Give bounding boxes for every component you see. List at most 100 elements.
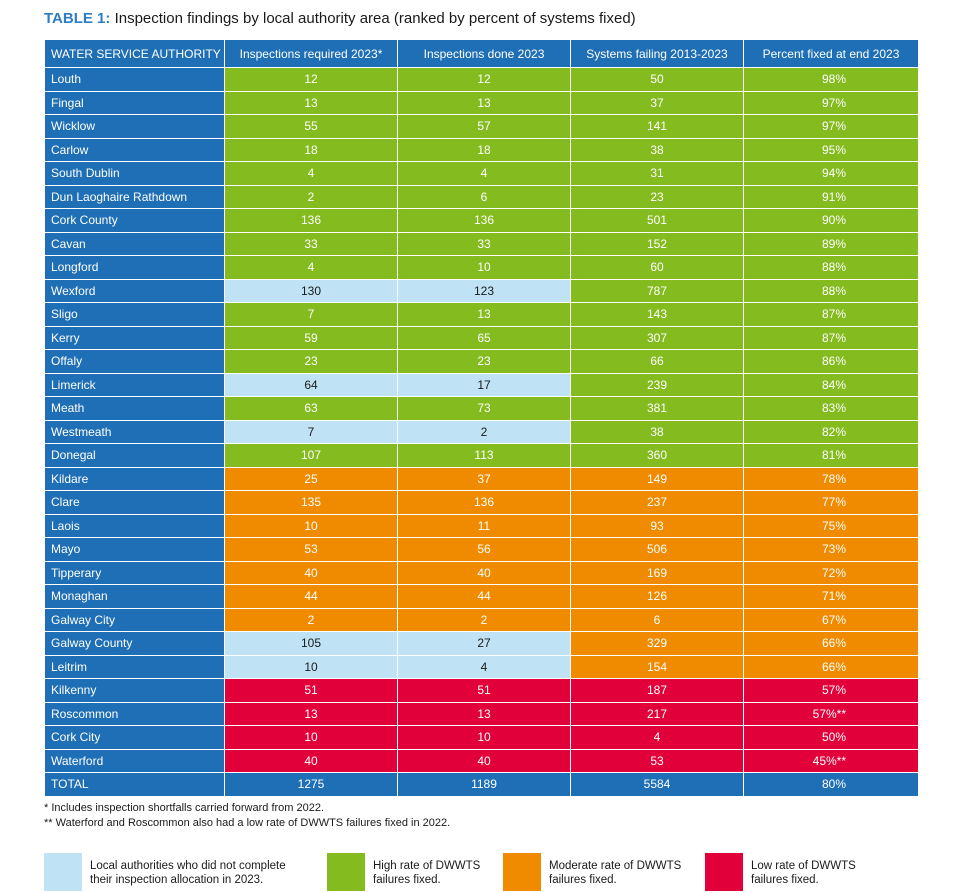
table-row: Waterford 40 40 53 45%** [44, 748, 919, 773]
required-cell: 44 [224, 584, 398, 609]
total-required: 1275 [224, 772, 398, 797]
required-cell: 105 [224, 631, 398, 656]
table-row: Donegal 107 113 360 81% [44, 443, 919, 468]
percent-cell: 91% [743, 184, 919, 209]
required-cell: 40 [224, 560, 398, 585]
required-cell: 53 [224, 537, 398, 562]
percent-cell: 84% [743, 372, 919, 397]
authority-cell: South Dublin [44, 161, 225, 186]
failing-cell: 360 [570, 443, 744, 468]
failing-cell: 239 [570, 372, 744, 397]
done-cell: 13 [397, 701, 571, 726]
authority-cell: Cork County [44, 208, 225, 233]
percent-cell: 88% [743, 278, 919, 303]
table-row: Meath 63 73 381 83% [44, 396, 919, 421]
percent-cell: 67% [743, 607, 919, 632]
table-row: Roscommon 13 13 217 57%** [44, 701, 919, 726]
failing-cell: 93 [570, 513, 744, 538]
legend-item-incomplete: Local authorities who did not complete t… [44, 853, 286, 891]
percent-cell: 88% [743, 255, 919, 280]
required-cell: 136 [224, 208, 398, 233]
total-label: TOTAL [44, 772, 225, 797]
table-row: Fingal 13 13 37 97% [44, 90, 919, 115]
failing-cell: 154 [570, 654, 744, 679]
percent-cell: 95% [743, 137, 919, 162]
table-row: Cork County 136 136 501 90% [44, 208, 919, 233]
total-row: TOTAL 1275 1189 5584 80% [44, 772, 919, 797]
total-failing: 5584 [570, 772, 744, 797]
legend-label: their inspection allocation in 2023. [90, 874, 264, 886]
authority-cell: Wexford [44, 278, 225, 303]
table-row: Louth 12 12 50 98% [44, 67, 919, 92]
done-cell: 40 [397, 560, 571, 585]
done-cell: 44 [397, 584, 571, 609]
percent-cell: 73% [743, 537, 919, 562]
table-row: Limerick 64 17 239 84% [44, 372, 919, 397]
table-row: Cork City 10 10 4 50% [44, 725, 919, 750]
total-done: 1189 [397, 772, 571, 797]
required-cell: 33 [224, 231, 398, 256]
percent-cell: 97% [743, 90, 919, 115]
table-row: Monaghan 44 44 126 71% [44, 584, 919, 609]
done-cell: 2 [397, 607, 571, 632]
done-cell: 51 [397, 678, 571, 703]
required-cell: 63 [224, 396, 398, 421]
authority-cell: Sligo [44, 302, 225, 327]
required-cell: 130 [224, 278, 398, 303]
percent-cell: 87% [743, 302, 919, 327]
required-cell: 10 [224, 654, 398, 679]
done-cell: 136 [397, 208, 571, 233]
required-cell: 51 [224, 678, 398, 703]
required-cell: 25 [224, 466, 398, 491]
done-cell: 10 [397, 255, 571, 280]
done-cell: 2 [397, 419, 571, 444]
failing-cell: 38 [570, 137, 744, 162]
authority-cell: Westmeath [44, 419, 225, 444]
table-row: Laois 10 11 93 75% [44, 513, 919, 538]
failing-cell: 31 [570, 161, 744, 186]
percent-cell: 50% [743, 725, 919, 750]
column-header-percent: Percent fixed at end 2023 [743, 39, 919, 68]
authority-cell: Leitrim [44, 654, 225, 679]
required-cell: 55 [224, 114, 398, 139]
failing-cell: 187 [570, 678, 744, 703]
footnotes: * Includes inspection shortfalls carried… [44, 801, 450, 831]
table-row: Tipperary 40 40 169 72% [44, 560, 919, 585]
table-header-row: WATER SERVICE AUTHORITY Inspections requ… [44, 39, 919, 68]
done-cell: 17 [397, 372, 571, 397]
percent-cell: 94% [743, 161, 919, 186]
percent-cell: 82% [743, 419, 919, 444]
authority-cell: Kerry [44, 325, 225, 350]
done-cell: 40 [397, 748, 571, 773]
required-cell: 7 [224, 419, 398, 444]
percent-cell: 90% [743, 208, 919, 233]
done-cell: 113 [397, 443, 571, 468]
table-title-text: Inspection findings by local authority a… [114, 10, 636, 27]
failing-cell: 787 [570, 278, 744, 303]
failing-cell: 37 [570, 90, 744, 115]
authority-cell: Longford [44, 255, 225, 280]
authority-cell: Donegal [44, 443, 225, 468]
failing-cell: 169 [570, 560, 744, 585]
table-row: Galway County 105 27 329 66% [44, 631, 919, 656]
column-header-failing: Systems failing 2013-2023 [570, 39, 744, 68]
failing-cell: 307 [570, 325, 744, 350]
percent-cell: 89% [743, 231, 919, 256]
failing-cell: 126 [570, 584, 744, 609]
legend-item-low: Low rate of DWWTS failures fixed. [705, 853, 856, 891]
failing-cell: 53 [570, 748, 744, 773]
required-cell: 13 [224, 701, 398, 726]
legend-item-high: High rate of DWWTS failures fixed. [327, 853, 480, 891]
failing-cell: 50 [570, 67, 744, 92]
required-cell: 7 [224, 302, 398, 327]
authority-cell: Meath [44, 396, 225, 421]
failing-cell: 143 [570, 302, 744, 327]
footnote: ** Waterford and Roscommon also had a lo… [44, 817, 451, 829]
done-cell: 73 [397, 396, 571, 421]
percent-cell: 72% [743, 560, 919, 585]
required-cell: 64 [224, 372, 398, 397]
required-cell: 59 [224, 325, 398, 350]
done-cell: 13 [397, 90, 571, 115]
table-row: Clare 135 136 237 77% [44, 490, 919, 515]
percent-cell: 87% [743, 325, 919, 350]
